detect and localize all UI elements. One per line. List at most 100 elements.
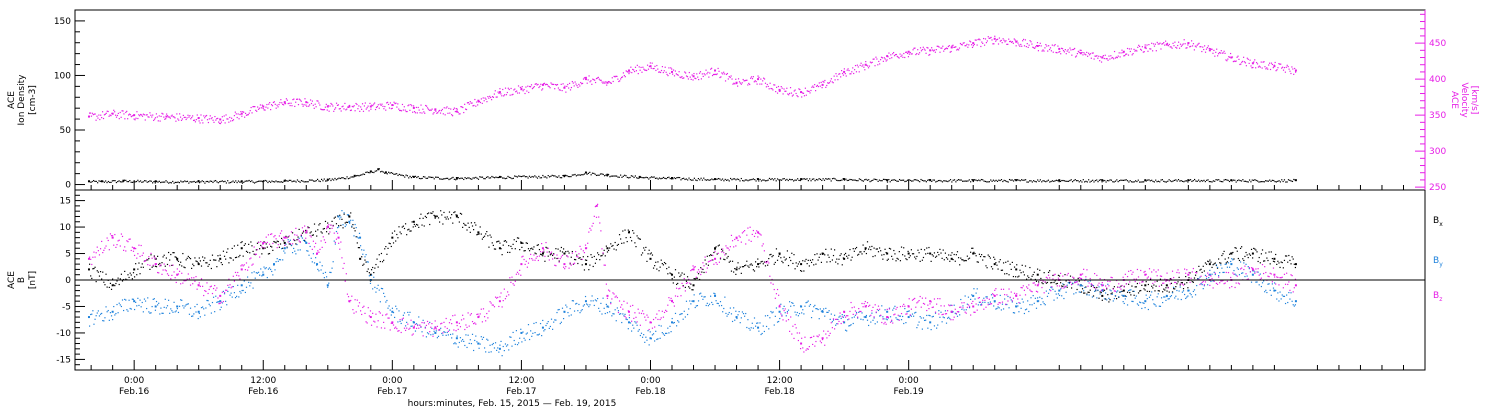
bx-sample xyxy=(1019,270,1020,271)
bx-point xyxy=(865,247,867,249)
bx-sample xyxy=(259,248,260,249)
velocity-sample xyxy=(487,96,488,97)
density-sample xyxy=(474,177,475,178)
density-sample xyxy=(187,181,188,182)
velocity-sample xyxy=(154,119,155,120)
bx-sample xyxy=(1289,260,1290,261)
velocity-sample xyxy=(303,106,304,107)
velocity-sample xyxy=(500,93,501,94)
density-sample xyxy=(572,174,573,175)
by-sample xyxy=(763,325,764,326)
velocity-sample xyxy=(723,72,724,73)
bz-sample xyxy=(126,240,127,241)
bx-sample xyxy=(451,214,452,215)
bx-sample xyxy=(748,267,749,268)
by-sample xyxy=(412,325,413,326)
by-sample xyxy=(1194,289,1195,290)
by-sample xyxy=(865,317,866,318)
density-sample xyxy=(1211,181,1212,182)
bx-sample xyxy=(152,267,153,268)
density-sample xyxy=(617,177,618,178)
bx-point xyxy=(241,247,243,249)
density-sample xyxy=(713,179,714,180)
bx-sample xyxy=(908,251,909,252)
bx-sample xyxy=(1134,295,1135,296)
density-sample xyxy=(253,182,254,183)
bx-sample xyxy=(441,214,442,215)
velocity-sample xyxy=(702,73,703,74)
bx-sample xyxy=(100,271,101,272)
velocity-sample xyxy=(420,105,421,106)
density-sample xyxy=(1187,181,1188,182)
density-sample xyxy=(384,173,385,174)
density-sample xyxy=(1127,180,1128,181)
density-sample xyxy=(281,181,282,182)
by-sample xyxy=(220,309,221,310)
bz-point xyxy=(338,237,340,239)
by-sample xyxy=(1173,287,1174,288)
velocity-sample xyxy=(1283,70,1284,71)
density-sample xyxy=(427,178,428,179)
by-sample xyxy=(765,315,766,316)
by-sample xyxy=(325,272,326,273)
bx-sample xyxy=(1039,270,1040,271)
bx-sample xyxy=(250,241,251,242)
bx-sample xyxy=(96,281,97,282)
velocity-sample xyxy=(1284,67,1285,68)
velocity-sample xyxy=(408,104,409,105)
velocity-sample xyxy=(403,109,404,110)
density-sample xyxy=(836,180,837,181)
bz-sample xyxy=(109,249,110,250)
by-sample xyxy=(513,332,514,333)
velocity-sample xyxy=(1018,44,1019,45)
bx-sample xyxy=(552,255,553,256)
bx-sample xyxy=(794,268,795,269)
velocity-sample xyxy=(116,117,117,118)
density-sample xyxy=(462,178,463,179)
bx-sample xyxy=(1159,290,1160,291)
density-sample xyxy=(373,172,374,173)
by-sample xyxy=(635,322,636,323)
bx-sample xyxy=(132,278,133,279)
velocity-sample xyxy=(474,99,475,100)
by-sample xyxy=(363,250,364,251)
bx-sample xyxy=(481,233,482,234)
bx-sample xyxy=(970,252,971,253)
density-sample xyxy=(903,180,904,181)
by-sample xyxy=(807,302,808,303)
by-sample xyxy=(751,327,752,328)
by-sample xyxy=(860,319,861,320)
bx-sample xyxy=(222,264,223,265)
by-sample xyxy=(730,307,731,308)
bx-sample xyxy=(1013,276,1014,277)
density-sample xyxy=(92,181,93,182)
bx-sample xyxy=(272,250,273,251)
density-sample xyxy=(802,178,803,179)
density-sample xyxy=(1000,180,1001,181)
velocity-sample xyxy=(571,87,572,88)
density-sample xyxy=(605,175,606,176)
velocity-sample xyxy=(495,90,496,91)
density-sample xyxy=(1005,180,1006,181)
by-sample xyxy=(137,298,138,299)
bx-sample xyxy=(688,286,689,287)
by-sample xyxy=(837,319,838,320)
density-sample xyxy=(395,173,396,174)
velocity-sample xyxy=(133,115,134,116)
velocity-sample xyxy=(432,109,433,110)
by-sample xyxy=(631,330,632,331)
velocity-sample xyxy=(588,79,589,80)
velocity-sample xyxy=(278,104,279,105)
bx-sample xyxy=(1203,266,1204,267)
density-sample xyxy=(1160,179,1161,180)
density-sample xyxy=(172,181,173,182)
bx-sample xyxy=(764,261,765,262)
density-sample xyxy=(171,182,172,183)
by-sample xyxy=(1283,296,1284,297)
bx-sample xyxy=(1162,291,1163,292)
velocity-sample xyxy=(843,75,844,76)
by-sample xyxy=(292,252,293,253)
density-sample xyxy=(573,174,574,175)
velocity-sample xyxy=(152,114,153,115)
bx-sample xyxy=(342,227,343,228)
